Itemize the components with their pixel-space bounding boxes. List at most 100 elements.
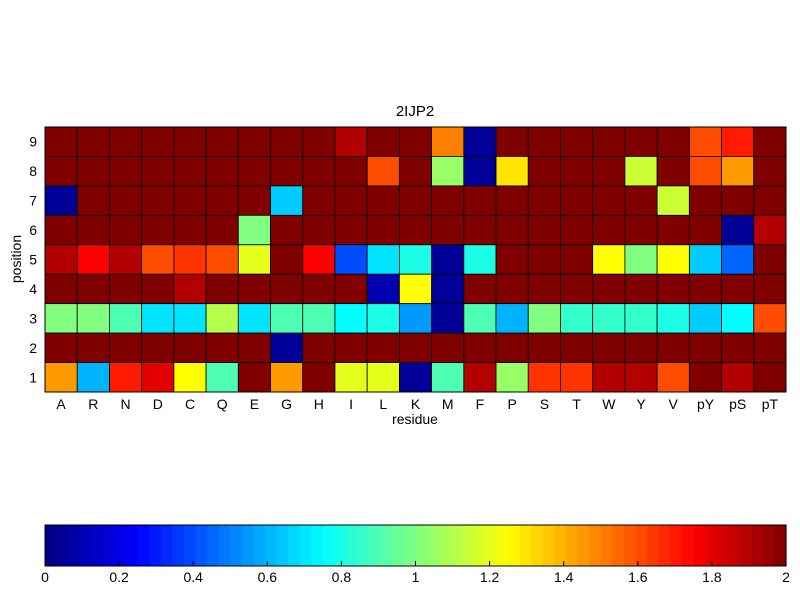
heatmap-cell xyxy=(334,362,368,393)
heatmap-cell xyxy=(366,214,400,246)
heatmap-cell xyxy=(753,126,787,157)
x-tick-label: F xyxy=(476,396,485,412)
heatmap-cell xyxy=(109,185,143,216)
y-tick-label: 2 xyxy=(29,340,37,356)
heatmap-cell xyxy=(173,126,207,157)
heatmap-cell xyxy=(366,332,400,363)
colorbar-swatch xyxy=(264,525,278,566)
x-tick-label: G xyxy=(281,396,292,412)
heatmap-cell xyxy=(141,303,175,334)
colorbar-tick-label: 2 xyxy=(782,569,790,585)
x-tick-label: D xyxy=(153,396,163,412)
colorbar-swatch xyxy=(577,525,590,566)
heatmap-cell xyxy=(270,362,304,393)
colorbar-swatch xyxy=(68,525,81,566)
heatmap-cell xyxy=(431,244,465,275)
heatmap-cell xyxy=(495,244,529,275)
heatmap-cell xyxy=(753,303,787,334)
heatmap-cell xyxy=(527,362,561,393)
heatmap-cell xyxy=(753,273,787,305)
colorbar-swatch xyxy=(762,525,776,566)
heatmap-cell xyxy=(44,214,78,246)
heatmap-cell xyxy=(495,156,529,187)
x-tick-label: pT xyxy=(762,396,779,412)
heatmap-cell xyxy=(463,185,497,216)
heatmap-cell xyxy=(527,156,561,187)
heatmap-cell xyxy=(334,126,368,157)
heatmap-cell xyxy=(592,185,626,216)
heatmap-cell xyxy=(302,126,336,157)
heatmap-cell xyxy=(688,214,722,246)
colorbar-swatch xyxy=(91,525,104,566)
colorbar-swatch xyxy=(612,525,625,566)
heatmap-cell xyxy=(753,244,787,275)
heatmap-cell xyxy=(366,303,400,334)
colorbar-tick-label: 0.2 xyxy=(109,569,129,585)
x-tick-label: R xyxy=(88,396,98,412)
heatmap-cell xyxy=(398,126,433,157)
heatmap-cell xyxy=(463,332,497,363)
heatmap-cell xyxy=(237,244,271,275)
heatmap-cell xyxy=(431,214,465,246)
heatmap-cell xyxy=(237,214,271,246)
heatmap-cell xyxy=(76,244,110,275)
heatmap-cell xyxy=(463,214,497,246)
heatmap-cell xyxy=(76,126,110,157)
heatmap-cell xyxy=(109,362,143,393)
colorbar-swatch xyxy=(392,525,405,566)
heatmap-cell xyxy=(398,156,433,187)
colorbar-swatch xyxy=(403,525,417,566)
colorbar-swatch xyxy=(450,525,463,566)
heatmap-cell xyxy=(366,244,400,275)
heatmap-cell xyxy=(141,214,175,246)
heatmap-cell xyxy=(463,156,497,187)
colorbar-swatch xyxy=(253,525,266,566)
heatmap-cell xyxy=(270,332,304,363)
heatmap-cell xyxy=(366,126,400,157)
heatmap-cell xyxy=(76,362,110,393)
colorbar-swatch xyxy=(566,525,579,566)
colorbar-swatch xyxy=(670,525,683,566)
heatmap-cell xyxy=(44,244,78,275)
heatmap-cell xyxy=(463,244,497,275)
colorbar-tick-label: 0.6 xyxy=(258,569,278,585)
heatmap-cell xyxy=(495,362,529,393)
heatmap-cell xyxy=(270,214,304,246)
x-axis-label: residue xyxy=(392,411,438,427)
heatmap-cell xyxy=(688,244,722,275)
heatmap-cell xyxy=(205,362,239,393)
colorbar-swatch xyxy=(728,525,741,566)
heatmap-cell xyxy=(753,185,787,216)
colorbar-swatch xyxy=(496,525,509,566)
heatmap-cell xyxy=(495,214,529,246)
y-tick-label: 8 xyxy=(29,163,37,179)
heatmap-cell xyxy=(205,126,239,157)
heatmap-cell xyxy=(366,273,400,305)
heatmap-cell xyxy=(624,126,658,157)
heatmap-cell xyxy=(431,362,465,393)
heatmap-cell xyxy=(205,214,239,246)
colorbar-swatch xyxy=(554,525,567,566)
colorbar-swatch xyxy=(438,525,451,566)
colorbar-swatch xyxy=(230,525,243,566)
chart-title: 2IJP2 xyxy=(396,103,434,120)
heatmap-cell xyxy=(366,156,400,187)
heatmap-cell xyxy=(334,332,368,363)
heatmap-cell xyxy=(656,303,690,334)
heatmap-cell xyxy=(753,156,787,187)
heatmap-cell xyxy=(109,332,143,363)
colorbar-swatch xyxy=(519,525,532,566)
x-tick-label: W xyxy=(602,396,616,412)
colorbar-swatch xyxy=(484,525,498,566)
heatmap-cell xyxy=(688,185,722,216)
heatmap-cell xyxy=(495,185,529,216)
heatmap-cell xyxy=(624,214,658,246)
heatmap-cell xyxy=(44,273,78,305)
heatmap-cell xyxy=(721,244,755,275)
heatmap-cell xyxy=(656,244,690,275)
heatmap-cell xyxy=(560,362,594,393)
heatmap-cell xyxy=(656,185,690,216)
heatmap-cell xyxy=(334,214,368,246)
heatmap-cell xyxy=(237,126,271,157)
heatmap-cell xyxy=(76,332,110,363)
